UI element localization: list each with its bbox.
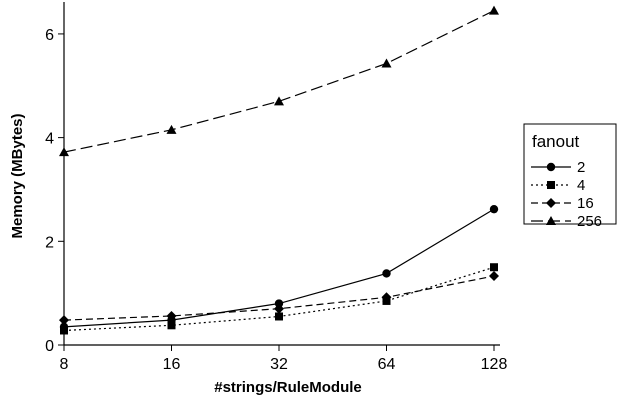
legend-entry: 16	[531, 195, 594, 212]
data-point	[381, 292, 392, 303]
data-point	[381, 58, 392, 68]
data-point	[489, 204, 499, 214]
x-tick-label: 64	[378, 356, 396, 373]
x-tick-label: 32	[270, 356, 288, 373]
legend-entry: 256	[531, 213, 602, 230]
x-axis-ticks: 8 16 32 64 128	[60, 345, 508, 373]
y-tick-label: 6	[45, 27, 54, 44]
legend-entry: 2	[531, 159, 585, 176]
data-point	[167, 321, 176, 330]
x-tick-label: 128	[481, 356, 508, 373]
y-tick-label: 2	[45, 234, 54, 251]
legend-label: 256	[577, 213, 602, 230]
series-fanout-256	[59, 5, 499, 157]
y-tick-label: 4	[45, 131, 54, 148]
data-point	[275, 312, 283, 321]
y-axis-ticks: 0 2 4 6	[45, 27, 64, 355]
series-fanout-16	[59, 271, 499, 326]
data-point	[274, 303, 284, 314]
x-tick-label: 16	[163, 356, 181, 373]
series-line	[63, 266, 495, 332]
data-point	[60, 326, 68, 335]
data-point	[489, 271, 499, 282]
data-point	[489, 5, 499, 15]
legend-marker	[546, 216, 556, 225]
data-point	[490, 263, 498, 272]
chart-axes	[63, 2, 500, 346]
data-point	[274, 299, 284, 308]
series-fanout-4	[60, 263, 498, 335]
y-axis-title: Memory (MBytes)	[9, 113, 26, 238]
series-line	[63, 10, 495, 153]
legend-marker	[547, 181, 555, 189]
data-point	[382, 269, 391, 278]
legend-marker	[546, 162, 556, 172]
legend-marker	[546, 198, 556, 208]
data-point	[274, 96, 284, 106]
legend-entry: 4	[531, 177, 585, 194]
data-point	[59, 147, 69, 157]
data-point	[166, 310, 177, 321]
x-axis-title: #strings/RuleModule	[214, 379, 362, 396]
legend-label: 4	[577, 177, 585, 194]
legend-label: 16	[577, 195, 594, 212]
data-point	[59, 315, 69, 326]
x-tick-label: 8	[60, 356, 69, 373]
data-point	[166, 124, 177, 134]
y-tick-label: 0	[45, 338, 54, 355]
legend-title: fanout	[532, 132, 580, 151]
legend-box	[523, 123, 617, 225]
plot-area	[59, 5, 499, 335]
legend-label: 2	[577, 159, 585, 176]
